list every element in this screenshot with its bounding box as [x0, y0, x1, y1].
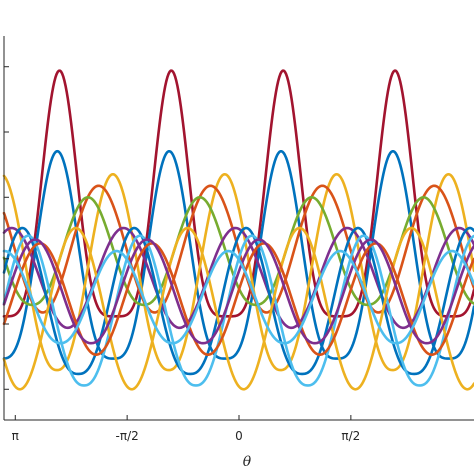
x-tick-label: -π/2 — [116, 429, 139, 443]
series-line-7 — [2, 226, 474, 376]
x-tick-label: π/2 — [341, 429, 360, 443]
series-line-11 — [2, 238, 474, 345]
series-line-6 — [2, 226, 474, 330]
x-axis-label: θ — [243, 454, 252, 470]
series-line-12 — [2, 249, 474, 345]
x-tick-label: π — [12, 429, 19, 443]
series-line-2 — [2, 149, 474, 360]
series-line-9 — [2, 226, 474, 391]
series-line-3 — [2, 172, 474, 372]
series-line-1 — [2, 69, 474, 318]
x-tick-label: 0 — [235, 429, 243, 443]
series-layer — [2, 69, 474, 391]
ticks: π -π/2 0 π/2 — [4, 66, 360, 443]
